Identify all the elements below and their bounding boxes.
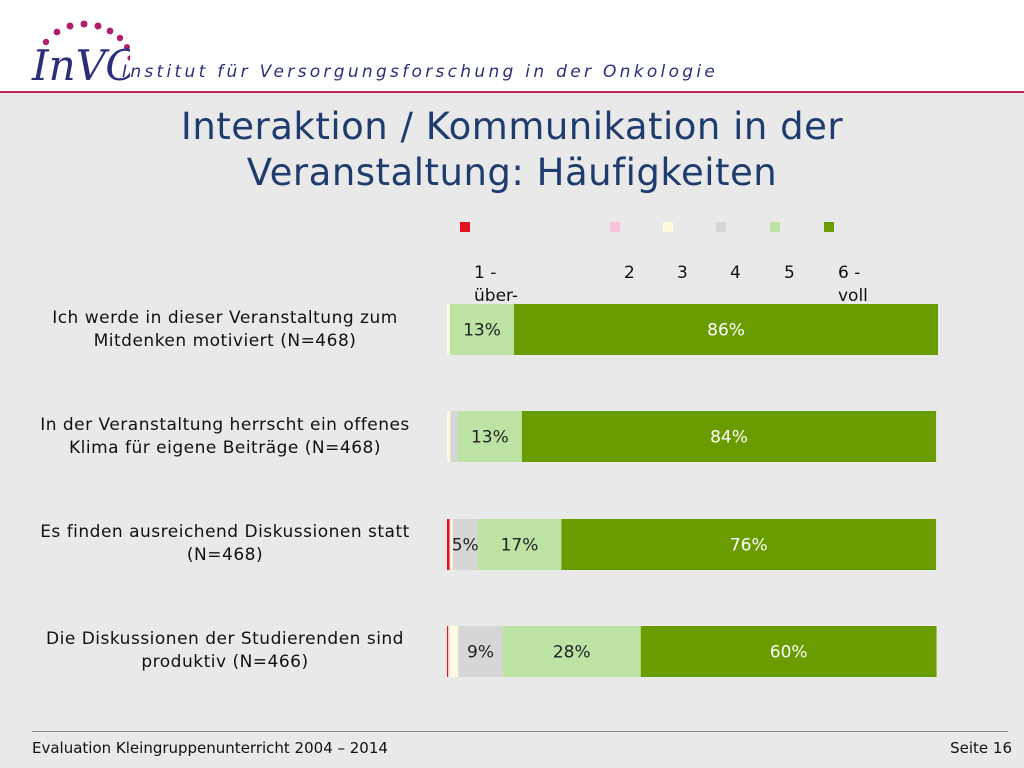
bar-segment-r4-s3 — [449, 626, 459, 677]
bar-segment-r3-s5 — [477, 519, 562, 570]
legend-label-3: 3 — [677, 263, 688, 283]
data-label-r3-s5: 17% — [501, 536, 539, 556]
institute-name: Institut für Versorgungsforschung in der… — [122, 62, 719, 82]
bar-segment-r1-s5 — [449, 304, 515, 355]
bar-segment-r3-s2 — [449, 519, 451, 570]
category-label-4: Die Diskussionen der Studierenden sind p… — [46, 629, 404, 672]
legend-item-4: 4 — [716, 216, 741, 285]
category-label-2: In der Veranstaltung herrscht ein offene… — [40, 415, 410, 458]
bar-segment-r1-s6 — [514, 304, 939, 355]
data-label-r4-s5: 28% — [553, 643, 591, 663]
data-label-r1-s6: 86% — [707, 321, 745, 341]
data-label-r3-s6: 76% — [730, 536, 768, 556]
bar-segment-r4-s6 — [640, 626, 937, 677]
category-label-3: Es finden ausreichend Diskussionen statt… — [40, 522, 410, 565]
bar-segment-r2-s3 — [447, 411, 451, 462]
category-label-1: Ich werde in dieser Veranstaltung zum Mi… — [52, 308, 398, 351]
slide-title-line1: Interaktion / Kommunikation in der — [180, 105, 844, 148]
logo-text: InVO — [31, 41, 130, 90]
legend-item-3: 3 — [663, 216, 688, 285]
legend-swatch-6 — [824, 222, 834, 232]
data-label-r2-s6: 84% — [710, 428, 748, 448]
legend-label-2: 2 — [624, 263, 635, 283]
legend-label-4: 4 — [730, 263, 741, 283]
legend-swatch-5 — [770, 222, 780, 232]
bar-segment-r2-s5 — [457, 411, 522, 462]
bar-segment-r3-s1 — [447, 519, 450, 570]
slide-title-line2: Veranstaltung: Häufigkeiten — [246, 151, 778, 194]
bar-segment-r2-s6 — [521, 411, 937, 462]
invo-logo: InVO — [31, 20, 130, 90]
data-label-r1-s5: 13% — [463, 321, 501, 341]
bar-segment-r3-s6 — [561, 519, 937, 570]
legend-label-5: 5 — [784, 263, 795, 283]
header: InVO Institut für Versorgungsforschung i… — [0, 0, 1024, 93]
footer-rule — [32, 731, 1008, 732]
bar-segment-r2-s4 — [450, 411, 458, 462]
legend-swatch-1 — [460, 222, 470, 232]
legend-swatch-3 — [663, 222, 673, 232]
legend-item-2: 2 — [610, 216, 635, 285]
bar-segment-r3-s4 — [452, 519, 478, 570]
bar-segment-r4-s1 — [447, 626, 448, 677]
data-label-r3-s4: 5% — [452, 536, 479, 556]
logo-dots-arc — [42, 20, 130, 61]
data-label-r4-s4: 9% — [467, 643, 494, 663]
data-label-r2-s5: 13% — [471, 428, 509, 448]
bar-segment-r3-s3 — [450, 519, 453, 570]
bar-segment-r4-s5 — [502, 626, 641, 677]
data-label-r4-s6: 60% — [770, 643, 808, 663]
legend-swatch-4 — [716, 222, 726, 232]
slide-title: Interaktion / Kommunikation in der Veran… — [62, 104, 962, 196]
footer-course-title: Evaluation Kleingruppenunterricht 2004 –… — [32, 739, 388, 757]
header-rule — [0, 91, 1024, 93]
bar-segment-r4-s4 — [458, 626, 503, 677]
bar-segment-r4-s2 — [447, 626, 450, 677]
footer-page-number: Seite 16 — [950, 739, 1012, 757]
legend-swatch-2 — [610, 222, 620, 232]
bar-segment-r1-s3 — [447, 304, 450, 355]
legend-item-5: 5 — [770, 216, 795, 285]
